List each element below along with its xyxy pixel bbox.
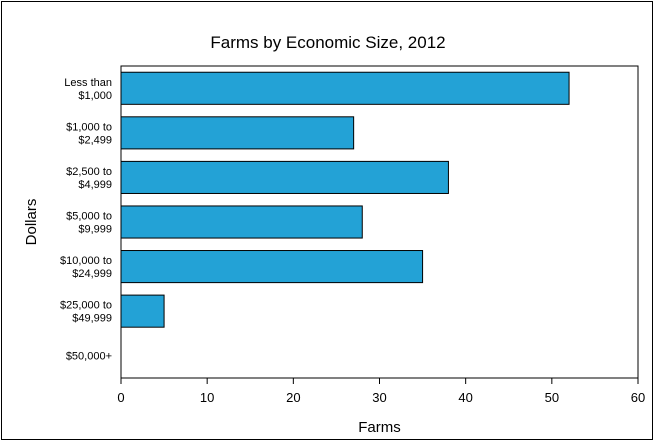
x-tick-label-4: 40 [458, 390, 472, 405]
chart-title: Farms by Economic Size, 2012 [210, 33, 445, 52]
x-tick-label-5: 50 [545, 390, 559, 405]
bar-0 [120, 71, 570, 105]
bar-2 [120, 160, 449, 194]
bar-4 [120, 250, 424, 284]
x-tick-label-0: 0 [117, 390, 124, 405]
x-tick-label-6: 60 [631, 390, 645, 405]
category-label-4: $10,000 to $24,999 [60, 255, 112, 280]
category-label-0: Less than $1,000 [64, 77, 112, 102]
category-label-3: $5,000 to $9,999 [66, 211, 112, 236]
bar-1 [120, 116, 355, 150]
bar-5 [120, 294, 165, 328]
category-label-6: $50,000+ [66, 351, 112, 363]
y-axis-label: Dollars [23, 199, 40, 246]
x-tick-label-2: 20 [286, 390, 300, 405]
bar-3 [120, 205, 363, 239]
x-tick-label-3: 30 [372, 390, 386, 405]
x-axis-label: Farms [358, 419, 401, 436]
category-label-1: $1,000 to $2,499 [66, 121, 112, 146]
category-label-2: $2,500 to $4,999 [66, 166, 112, 191]
category-label-5: $25,000 to $49,999 [60, 300, 112, 325]
x-tick-label-1: 10 [200, 390, 214, 405]
